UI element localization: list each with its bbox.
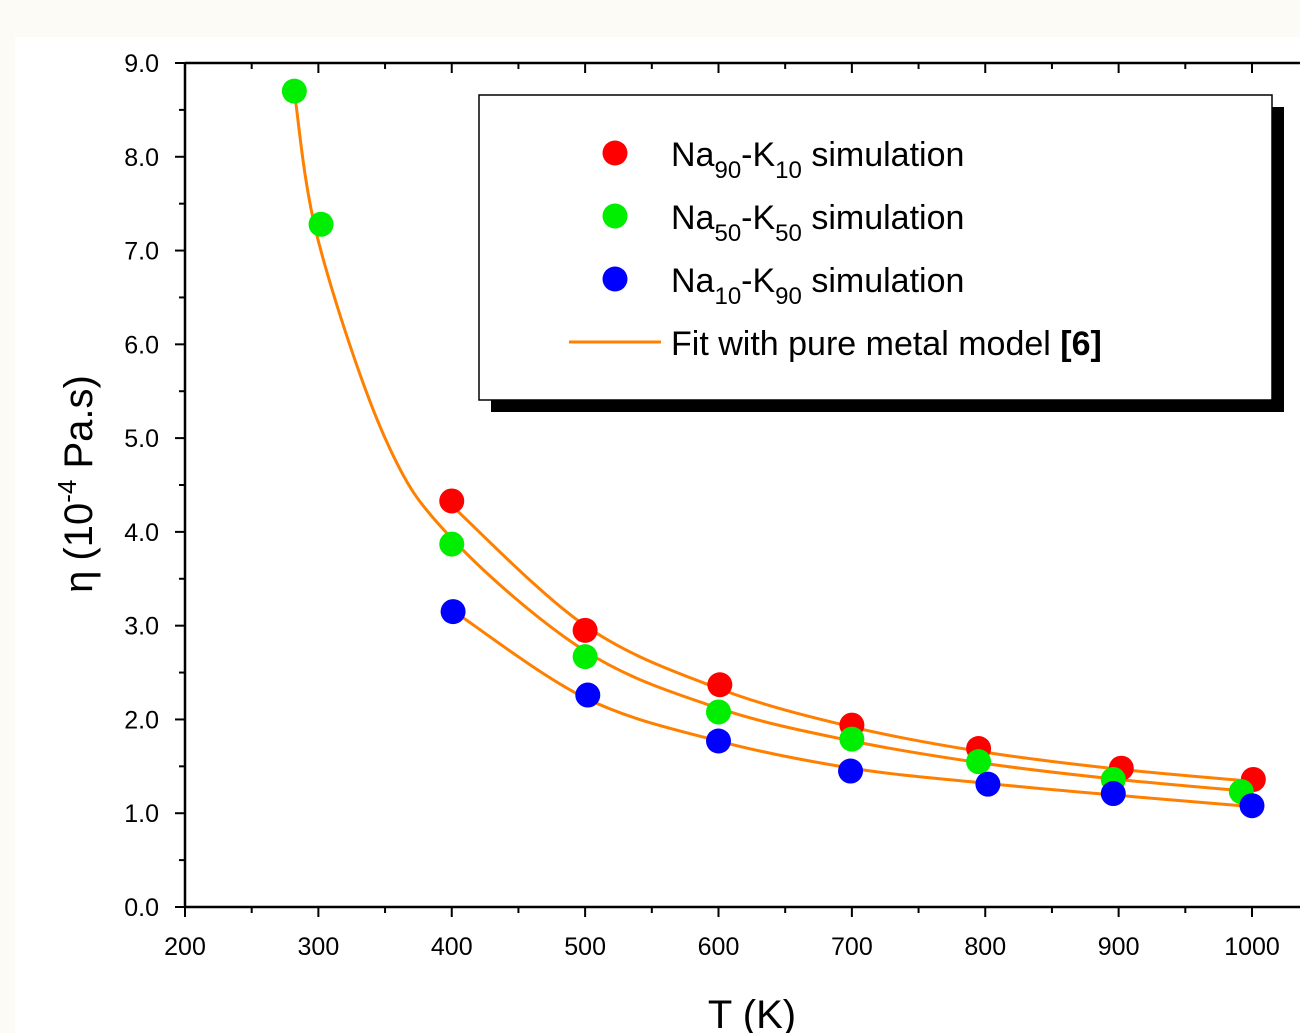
y-tick-label: 8.0 xyxy=(124,144,159,172)
legend-label-ref: [6] xyxy=(1060,325,1102,363)
x-tick-label: 800 xyxy=(964,933,1006,961)
series-3-point xyxy=(575,682,601,708)
x-tick-label: 1000 xyxy=(1224,933,1280,961)
y-tick-label: 4.0 xyxy=(124,519,159,547)
series-3-point xyxy=(975,771,1001,797)
x-tick-label: 600 xyxy=(698,933,740,961)
x-tick-label: 700 xyxy=(831,933,873,961)
y-tick-label: 9.0 xyxy=(124,50,159,78)
legend-label-part: simulation xyxy=(802,262,965,300)
series-3-point xyxy=(440,599,466,625)
legend-marker-3 xyxy=(602,266,628,292)
y-tick-label: 3.0 xyxy=(124,613,159,641)
legend-label-3: Na10-K90 simulation xyxy=(671,262,964,310)
y-tick-label: 1.0 xyxy=(124,800,159,828)
x-tick-label: 400 xyxy=(431,933,473,961)
legend-label-part: 10 xyxy=(775,157,802,184)
x-tick-label: 300 xyxy=(298,933,340,961)
series-3-point xyxy=(1239,793,1265,819)
legend-label-part: Na xyxy=(671,136,715,174)
y-tick-label: 7.0 xyxy=(124,238,159,266)
x-axis-title: T (K) xyxy=(708,993,796,1033)
series-2-point xyxy=(439,531,465,557)
series-1-point xyxy=(439,488,465,514)
legend-label-part: -K xyxy=(741,199,775,237)
y-tick-label: 6.0 xyxy=(124,331,159,359)
x-tick-label: 500 xyxy=(564,933,606,961)
y-axis-suffix: Pa.s) xyxy=(57,375,101,479)
legend-label-part: 90 xyxy=(775,283,802,310)
series-2-point xyxy=(281,78,307,104)
legend-label-4: Fit with pure metal model [6] xyxy=(671,325,1102,363)
legend-marker-2 xyxy=(602,203,628,229)
series-2-point xyxy=(706,699,731,725)
y-axis-symbol: η xyxy=(57,571,101,593)
legend-label-part: 50 xyxy=(775,220,802,247)
legend-label-part: 50 xyxy=(714,220,741,247)
legend-label-part: Na xyxy=(671,199,715,237)
x-tick-label: 200 xyxy=(164,933,206,961)
legend-label-part: simulation xyxy=(802,199,965,237)
x-tick-label: 900 xyxy=(1098,933,1140,961)
legend-label-2: Na50-K50 simulation xyxy=(671,199,964,247)
series-3-point xyxy=(838,758,864,784)
legend-label-1: Na90-K10 simulation xyxy=(671,136,964,184)
series-2-point xyxy=(572,644,598,670)
legend-label-part: -K xyxy=(741,136,775,174)
legend-label-part: simulation xyxy=(802,136,965,174)
axis-ticks xyxy=(175,62,1253,917)
fit-curve-2 xyxy=(292,91,1253,794)
y-axis-exponent: -4 xyxy=(52,480,82,503)
series-1-point xyxy=(572,617,598,643)
series-3-point xyxy=(706,728,731,754)
series-1-point xyxy=(707,672,733,698)
tick-labels: 200 300 400 500 600 700 800 900 1000 0.0 1.0 2.0 3.0… xyxy=(124,50,1280,961)
y-axis-title: η (10-4 Pa.s) xyxy=(52,375,101,593)
series-2-point xyxy=(839,726,865,752)
legend-label-part: Fit with pure metal model xyxy=(671,325,1060,363)
legend-label-part: -K xyxy=(741,262,775,300)
series-2-point xyxy=(308,211,334,237)
legend-marker-1 xyxy=(602,140,628,166)
series-2-point xyxy=(966,749,992,775)
y-axis-prefix: (10 xyxy=(57,503,101,561)
y-tick-label: 5.0 xyxy=(124,425,159,453)
series-3-point xyxy=(1100,781,1126,807)
legend-label-part: 10 xyxy=(714,283,741,310)
legend-label-part: Na xyxy=(671,262,715,300)
y-tick-label: 2.0 xyxy=(124,706,159,734)
legend-label-part: 90 xyxy=(714,157,741,184)
y-tick-label: 0.0 xyxy=(124,894,159,922)
data-points xyxy=(281,78,1266,819)
